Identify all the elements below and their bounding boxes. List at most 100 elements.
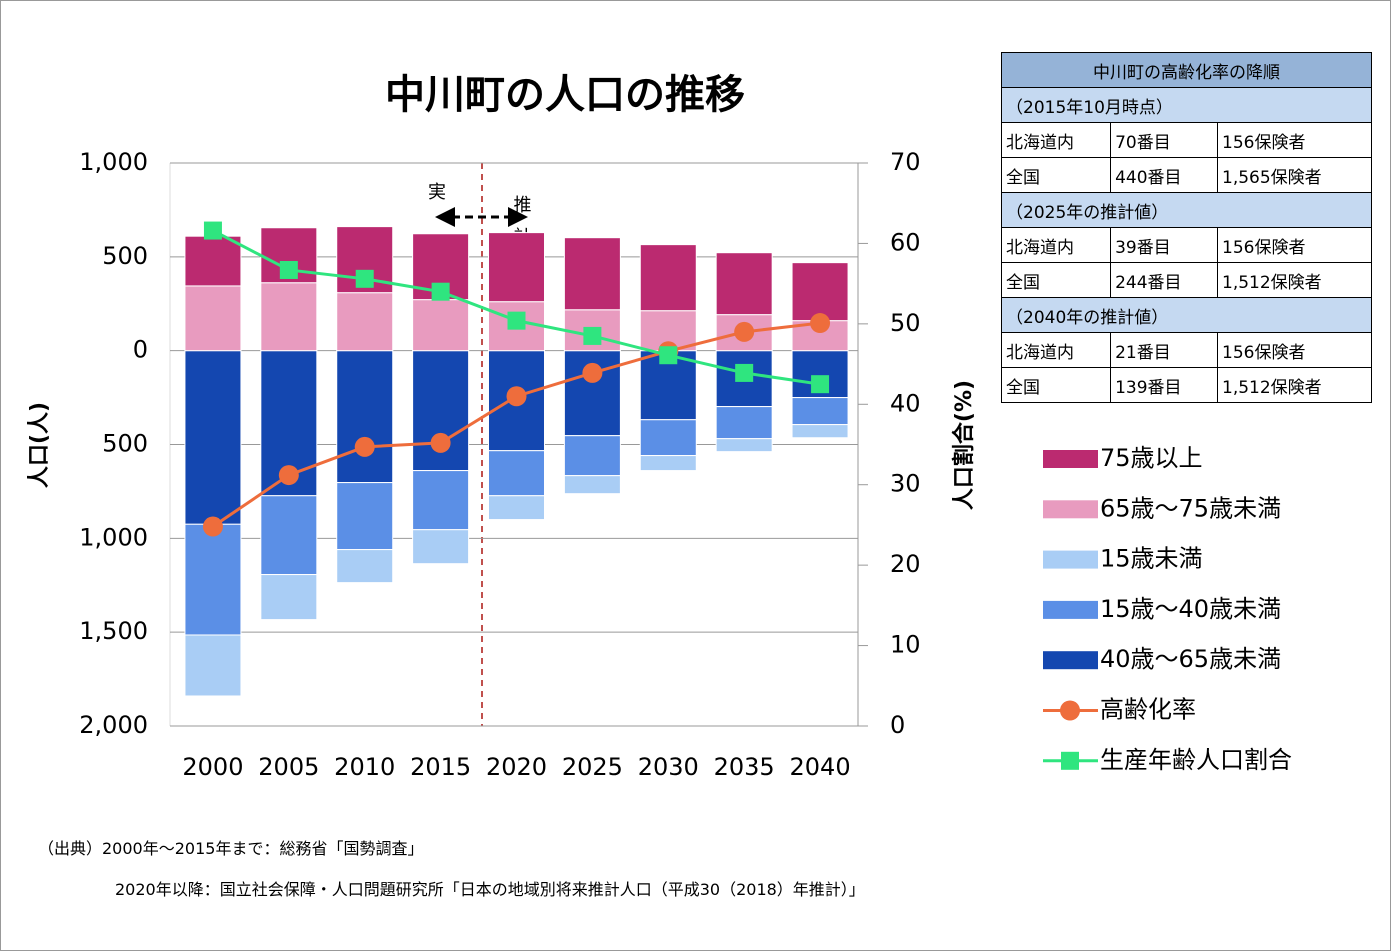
bar (791, 424, 849, 439)
bar (184, 634, 242, 697)
marker (507, 311, 526, 330)
y2-axis-label: 人口割合(%) (951, 380, 977, 510)
bar (260, 282, 318, 352)
y-tick-label: 500 (102, 430, 148, 458)
bar (563, 237, 621, 311)
marker (355, 269, 374, 288)
table-cell: 156保険者 (1217, 122, 1372, 158)
legend-label: 15歳未満 (1100, 545, 1203, 573)
bar (260, 495, 318, 576)
table-cell: 1,512保険者 (1217, 262, 1372, 298)
marker (431, 282, 450, 301)
table-cell: 139番目 (1110, 367, 1218, 403)
x-tick-label: 2040 (790, 753, 851, 781)
marker (810, 313, 831, 334)
legend-marker (1060, 700, 1080, 721)
y2-tick-label: 40 (890, 389, 921, 417)
legend-label: 65歳～75歳未満 (1100, 494, 1281, 522)
y2-tick-label: 50 (890, 309, 921, 337)
table-cell: （2015年10月時点） (1001, 87, 1372, 123)
marker (583, 326, 602, 345)
legend-label: 40歳～65歳未満 (1100, 645, 1281, 673)
marker (506, 386, 527, 407)
x-tick-label: 2015 (410, 753, 471, 781)
bar (639, 455, 697, 472)
annotation: 実 (428, 182, 446, 203)
bar (715, 252, 773, 316)
table-cell: 156保険者 (1217, 332, 1372, 368)
legend-label: 高齢化率 (1100, 696, 1196, 724)
legend-swatch (1043, 500, 1098, 519)
legend-label: 生産年齢人口割合 (1100, 746, 1292, 774)
bar (184, 235, 242, 287)
marker (278, 465, 299, 486)
bar (336, 549, 394, 584)
rank-table: 中川町の高齢化率の降順 （2015年10月時点） 北海道内 70番目 156保険者 全国 4… (1000, 52, 1372, 403)
bar (336, 482, 394, 551)
y-tick-label: 500 (102, 242, 148, 270)
table-cell: （2025年の推計値） (1001, 192, 1372, 228)
x-tick-label: 2000 (182, 753, 243, 781)
legend-label: 75歳以上 (1100, 444, 1203, 472)
x-tick-label: 2020 (486, 753, 547, 781)
y-tick-label: 1,000 (79, 148, 148, 176)
bar (488, 495, 545, 521)
y-tick-label: 1,500 (79, 617, 148, 645)
marker (659, 346, 678, 365)
bar (184, 285, 242, 352)
table-cell: 244番目 (1110, 262, 1218, 298)
bar (412, 470, 470, 531)
chart-title: 中川町の人口の推移 (385, 72, 745, 118)
y2-tick-label: 20 (890, 550, 921, 578)
table-cell: 1,565保険者 (1217, 157, 1372, 193)
y-tick-label: 0 (133, 336, 148, 364)
marker (811, 375, 830, 394)
y2-tick-label: 10 (890, 631, 921, 659)
bar (336, 350, 394, 484)
y2-tick-label: 0 (890, 711, 905, 739)
table-cell: 70番目 (1110, 122, 1218, 158)
table-cell: 21番目 (1110, 332, 1218, 368)
bar (791, 397, 849, 426)
x-tick-label: 2025 (562, 753, 623, 781)
x-tick-label: 2035 (714, 753, 775, 781)
bar (639, 419, 697, 457)
bar (715, 438, 773, 453)
marker (430, 432, 451, 453)
y-tick-label: 2,000 (79, 711, 148, 739)
table-cell: （2040年の推計値） (1001, 297, 1372, 333)
marker (582, 362, 603, 383)
arrow (435, 207, 528, 227)
bar (412, 529, 470, 565)
marker (735, 363, 754, 382)
bar (639, 244, 697, 312)
table-cell: 北海道内 (1000, 227, 1112, 263)
marker (202, 516, 223, 537)
marker (203, 221, 222, 240)
table-cell: 北海道内 (1000, 332, 1112, 368)
marker (279, 260, 298, 279)
table-cell: 全国 (1000, 367, 1112, 403)
table-cell: 中川町の高齢化率の降順 (1001, 52, 1372, 88)
y-tick-label: 1,000 (79, 523, 148, 551)
bar (336, 292, 394, 352)
legend-marker (1061, 751, 1079, 770)
legend-swatch (1043, 651, 1098, 670)
bar (412, 299, 470, 352)
table-cell: 全国 (1000, 262, 1112, 298)
bar (488, 450, 545, 497)
table-cell: 1,512保険者 (1217, 367, 1372, 403)
legend-swatch (1043, 550, 1098, 569)
footnote: （出典）2000年～2015年まで：総務省「国勢調査」 (38, 839, 424, 858)
x-tick-label: 2030 (638, 753, 699, 781)
legend-swatch (1043, 600, 1098, 619)
marker (354, 436, 375, 457)
table-cell: 全国 (1000, 157, 1112, 193)
table-cell: 440番目 (1110, 157, 1218, 193)
bar (184, 350, 242, 525)
footnote: 2020年以降：国立社会保障・人口問題研究所「日本の地域別将来推計人口（平成30… (115, 880, 865, 899)
legend-swatch (1043, 450, 1098, 468)
table-cell: 156保険者 (1217, 227, 1372, 263)
table-cell: 北海道内 (1000, 122, 1112, 158)
